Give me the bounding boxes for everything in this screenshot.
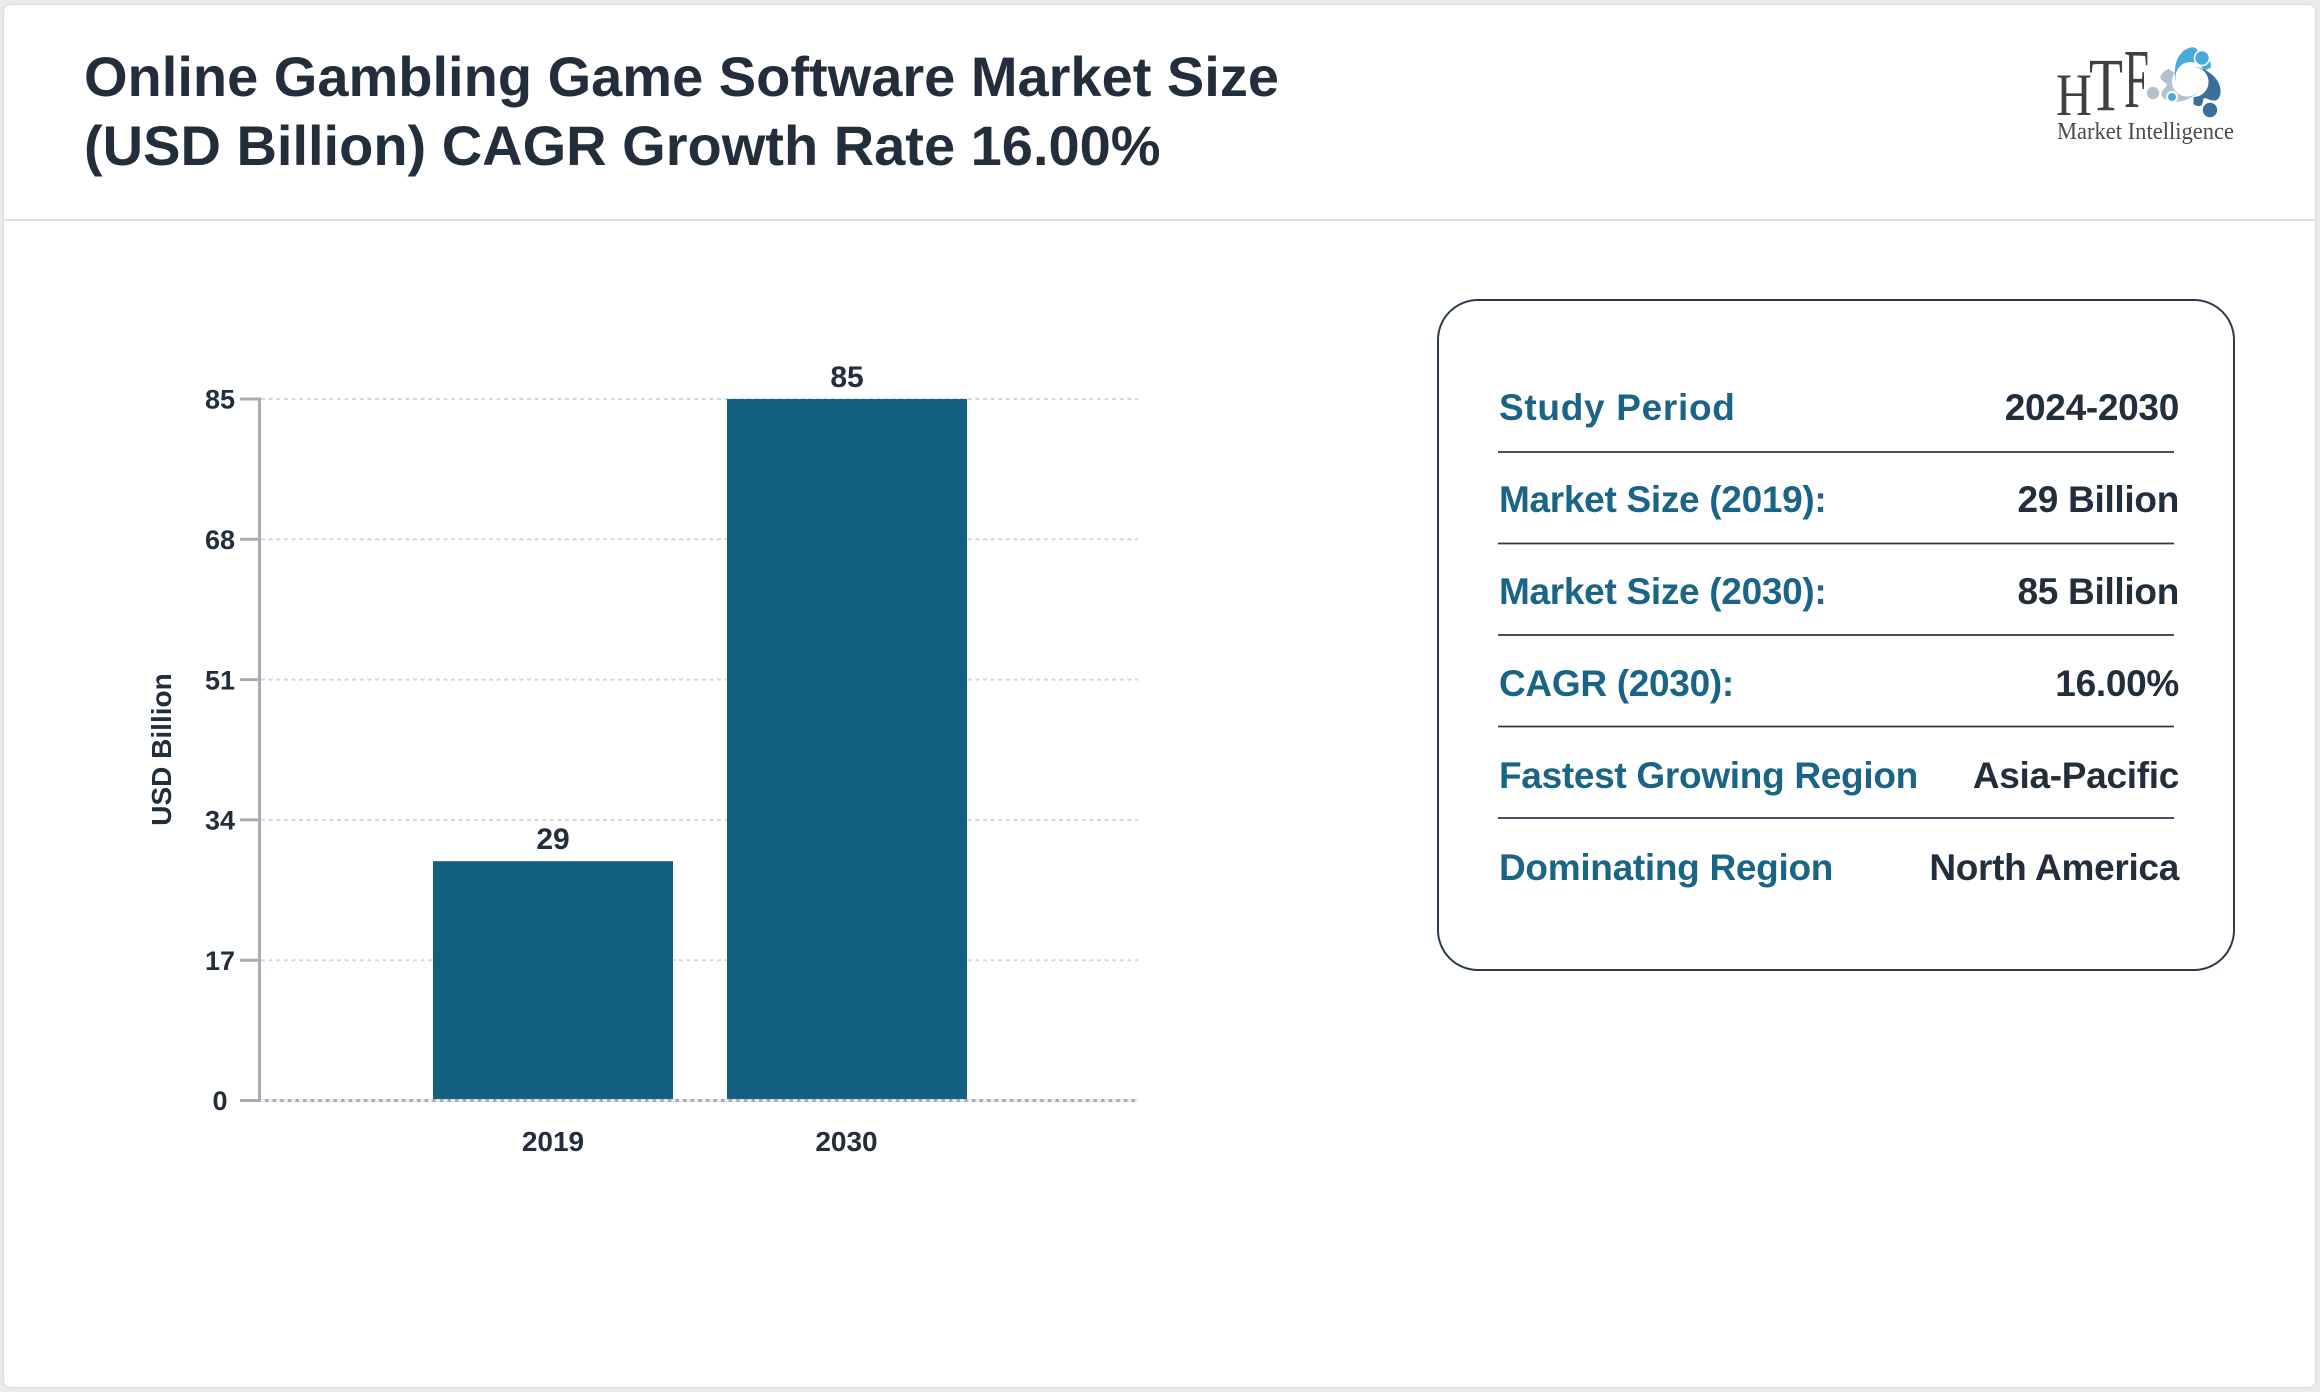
- svg-text:F: F: [2124, 33, 2149, 126]
- svg-text:68: 68: [205, 525, 235, 555]
- svg-text:Market Intelligence: Market Intelligence: [2057, 119, 2234, 145]
- svg-text:T: T: [2089, 44, 2123, 127]
- svg-text:2024-2030: 2024-2030: [2005, 387, 2179, 428]
- svg-text:North America: North America: [1929, 847, 2179, 888]
- svg-text:29 Billion: 29 Billion: [2018, 479, 2179, 520]
- svg-text:USD Billion: USD Billion: [146, 673, 177, 825]
- svg-text:Fastest Growing Region: Fastest Growing Region: [1499, 755, 1918, 796]
- svg-text:2030: 2030: [815, 1126, 877, 1157]
- svg-text:85: 85: [205, 385, 235, 415]
- svg-text:H: H: [2056, 62, 2092, 128]
- svg-text:Asia-Pacific: Asia-Pacific: [1973, 755, 2179, 796]
- svg-text:85 Billion: 85 Billion: [2018, 571, 2179, 612]
- svg-text:Market Size (2019):: Market Size (2019):: [1499, 479, 1826, 520]
- svg-text:17: 17: [205, 946, 235, 976]
- svg-text:16.00%: 16.00%: [2055, 663, 2179, 704]
- svg-text:0: 0: [212, 1086, 227, 1116]
- svg-text:Study Period: Study Period: [1499, 387, 1736, 428]
- svg-text:2019: 2019: [522, 1126, 584, 1157]
- svg-text:CAGR (2030):: CAGR (2030):: [1499, 663, 1734, 704]
- svg-text:51: 51: [205, 665, 235, 695]
- svg-text:Dominating Region: Dominating Region: [1499, 847, 1833, 888]
- svg-text:Market Size (2030):: Market Size (2030):: [1499, 571, 1826, 612]
- svg-text:29: 29: [536, 823, 569, 856]
- svg-text:34: 34: [205, 806, 235, 836]
- svg-text:85: 85: [830, 361, 863, 394]
